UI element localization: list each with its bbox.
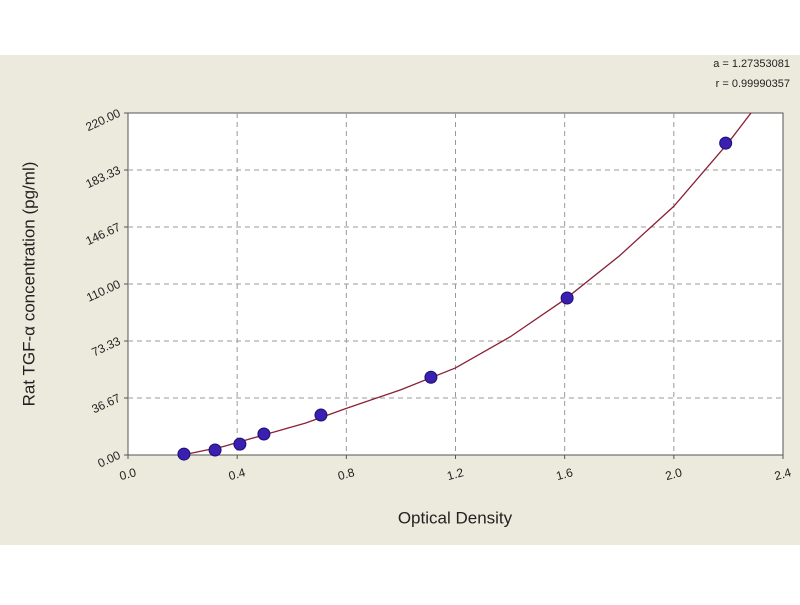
data-point [424,370,438,384]
x-tick-label: 1.2 [445,465,465,483]
data-point [257,427,271,441]
data-point [314,408,328,422]
x-tick-label: 2.0 [664,465,684,483]
x-tick-label: 0.4 [227,465,247,483]
x-tick-label: 0.0 [118,465,138,483]
data-point [233,437,247,451]
x-axis-label: Optical Density [398,508,513,527]
x-tick-label: 2.4 [773,465,793,483]
x-tick-label: 1.6 [555,465,575,483]
y-axis-label: Rat TGF-α concentration (pg/ml) [19,162,38,407]
data-point [719,136,733,150]
x-tick-label: 0.8 [336,465,356,483]
data-point [208,443,222,457]
annotation: r = 0.99990357 [716,78,790,90]
annotation: a = 1.27353081 [713,58,790,70]
data-point [560,291,574,305]
data-point [177,447,191,461]
